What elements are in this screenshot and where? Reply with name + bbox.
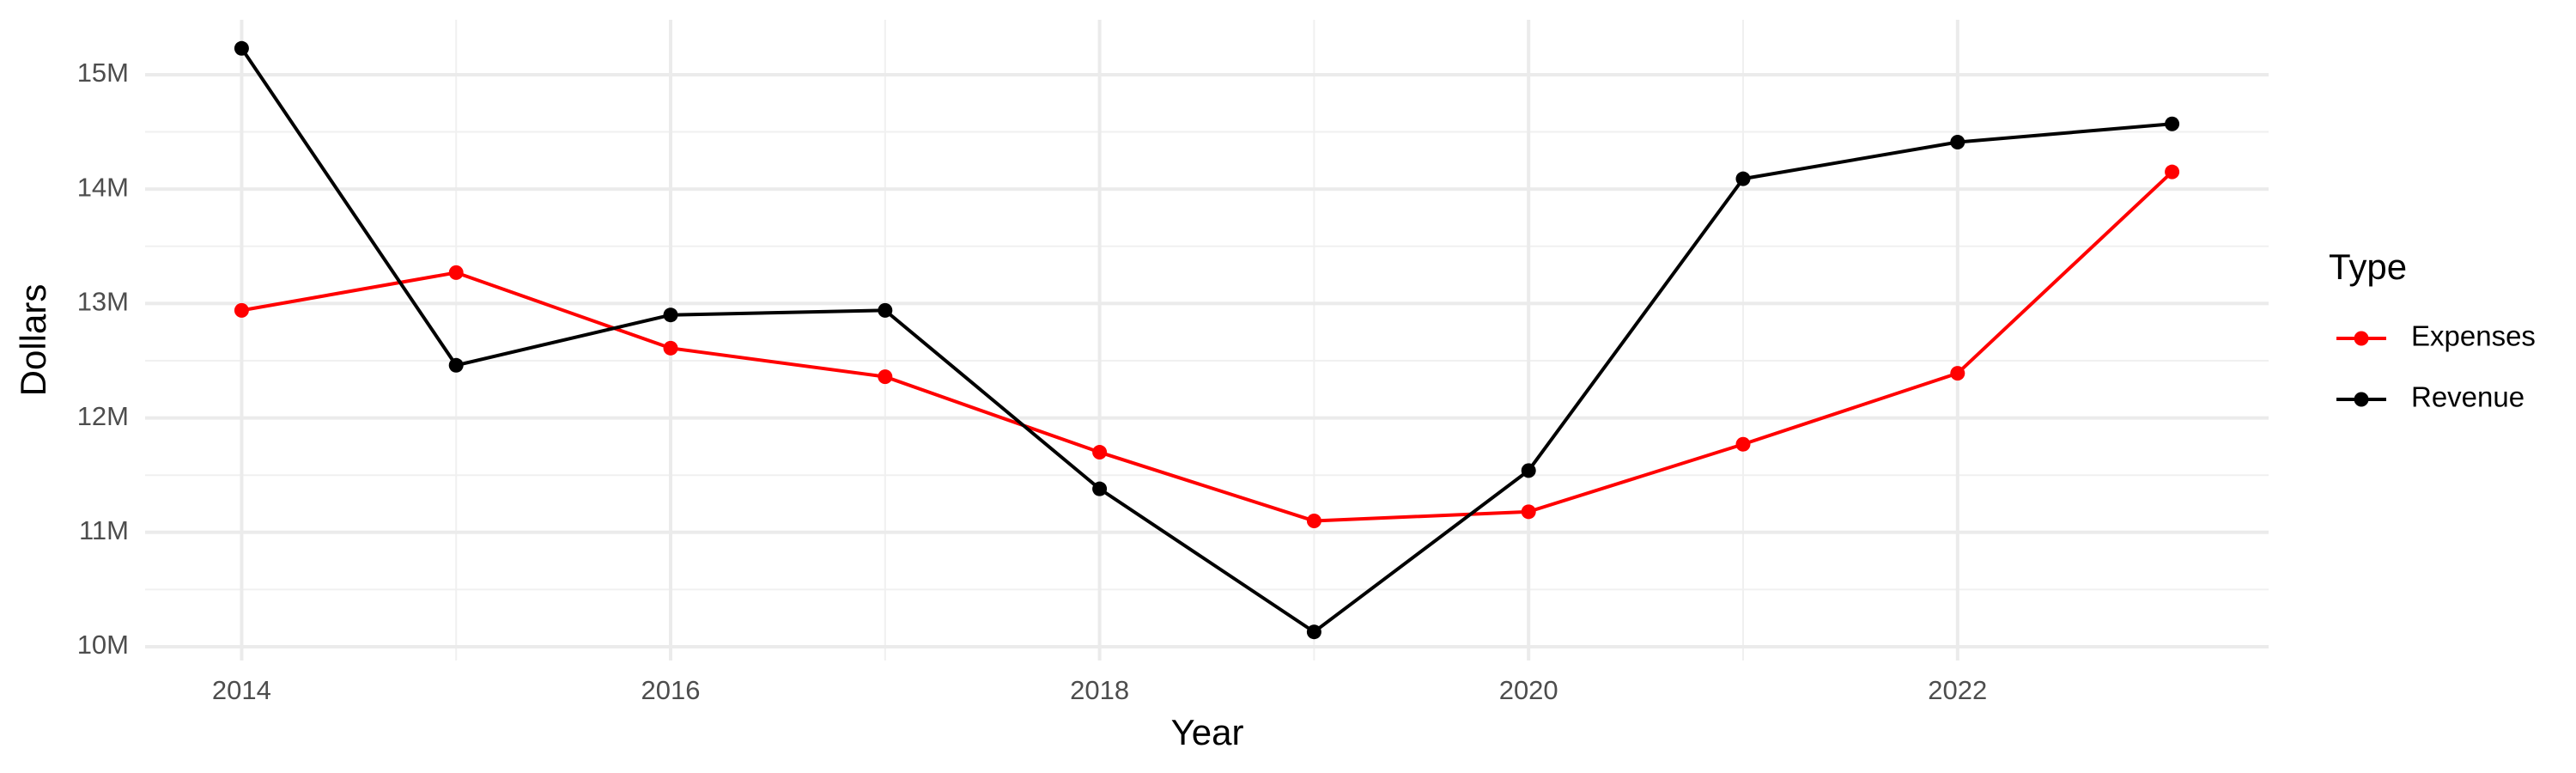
data-point [1735, 436, 1751, 452]
data-point [1306, 513, 1321, 528]
y-tick-label: 13M [77, 287, 129, 317]
y-tick-label: 11M [79, 515, 129, 545]
data-point [234, 302, 249, 318]
series-line [241, 170, 2173, 523]
data-point [1735, 171, 1751, 186]
data-point [1521, 504, 1536, 520]
data-point [2165, 116, 2180, 131]
x-tick-label: 2018 [1070, 675, 1129, 705]
x-tick-label: 2016 [641, 675, 701, 705]
grid [145, 20, 2269, 660]
data-point [878, 369, 893, 385]
legend-label: Revenue [2411, 381, 2524, 413]
legend-marker [2354, 331, 2369, 346]
data-point [1950, 135, 1965, 150]
data-point [1092, 481, 1108, 496]
x-tick-label: 2020 [1499, 675, 1558, 705]
data-point [663, 340, 678, 356]
y-tick-label: 15M [77, 58, 129, 88]
data-point [448, 357, 464, 373]
data-point [2165, 164, 2180, 180]
y-tick-label: 14M [77, 172, 129, 202]
legend-title: Type [2329, 247, 2407, 287]
series-line [240, 47, 2172, 635]
data-point [663, 307, 678, 323]
data-point [1521, 463, 1536, 478]
data-point [448, 265, 464, 280]
data-point [878, 302, 893, 318]
x-axis-title: Year [1171, 712, 1244, 752]
y-tick-label: 12M [77, 401, 129, 431]
y-tick-label: 10M [77, 630, 129, 660]
data-point [234, 40, 249, 56]
x-tick-label: 2014 [212, 675, 271, 705]
legend-marker [2354, 392, 2369, 407]
x-tick-label: 2022 [1928, 675, 1987, 705]
data-point [1950, 366, 1965, 381]
data-point [1092, 445, 1108, 460]
y-axis-title: Dollars [13, 284, 53, 397]
data-point [1306, 624, 1321, 640]
legend-label: Expenses [2411, 320, 2536, 352]
